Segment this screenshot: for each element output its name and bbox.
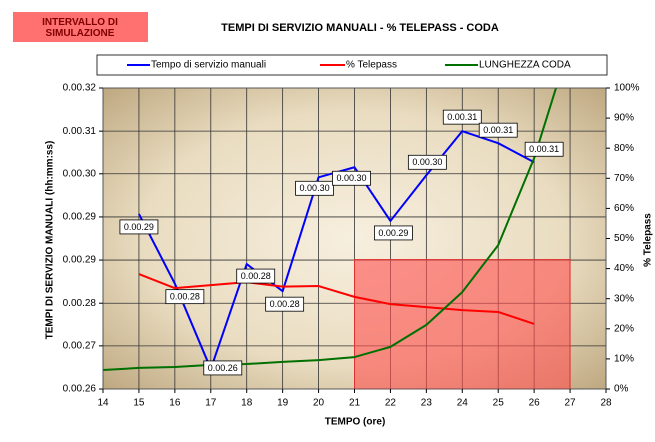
data-label-box [478, 122, 518, 138]
x-tick-label: 25 [493, 398, 505, 409]
data-label: 0.00.31 [447, 112, 477, 122]
legend-label: LUNGHEZZA CODA [479, 60, 571, 71]
data-label: 0.00.31 [529, 144, 559, 154]
data-label-box [374, 225, 413, 241]
shaded-region [354, 259, 571, 390]
chart-title: TEMPI DI SERVIZIO MANUALI - % TELEPASS -… [221, 22, 499, 34]
series-line [138, 273, 535, 325]
y2-tick-label: 20% [614, 323, 634, 334]
data-label: 0.00.30 [412, 157, 442, 167]
y2-tick-label: 50% [614, 233, 634, 244]
data-label: 0.00.29 [124, 222, 154, 232]
y-tick-label: 0.00.31 [63, 126, 97, 137]
y-tick-label: 0.00.30 [63, 168, 97, 179]
y2-tick-label: 90% [614, 113, 634, 124]
annotation-box [13, 12, 148, 42]
x-tick-label: 16 [169, 398, 181, 409]
y2-tick-label: 40% [614, 263, 634, 274]
y-tick-label: 0.00.27 [63, 340, 97, 351]
data-label: 0.00.30 [336, 173, 366, 183]
y-tick-label: 0.00.29 [63, 255, 97, 266]
x-tick-label: 22 [385, 398, 397, 409]
data-label: 0.00.31 [483, 125, 513, 135]
x-tick-label: 17 [205, 398, 217, 409]
y2-axis-title: % Telepass [643, 213, 654, 267]
x-tick-label: 15 [133, 398, 145, 409]
x-axis-title: TEMPO (ore) [325, 417, 386, 428]
x-tick-label: 19 [277, 398, 289, 409]
data-label: 0.00.29 [378, 228, 408, 238]
legend-label: % Telepass [346, 60, 397, 71]
x-tick-label: 21 [349, 398, 361, 409]
data-label-box [407, 154, 447, 170]
y-tick-label: 0.00.26 [63, 384, 97, 395]
x-tick-label: 23 [421, 398, 433, 409]
y-tick-label: 0.00.32 [63, 83, 97, 94]
x-tick-label: 24 [457, 398, 469, 409]
y2-tick-label: 10% [614, 354, 634, 365]
annotation: INTERVALLO DI SIMULAZIONE [42, 17, 118, 39]
y2-tick-label: 0% [614, 384, 629, 395]
x-tick-label: 18 [241, 398, 253, 409]
x-tick-label: 14 [97, 398, 109, 409]
x-tick-label: 27 [565, 398, 577, 409]
y-tick-label: 0.00.29 [63, 212, 97, 223]
y2-tick-label: 60% [614, 203, 634, 214]
y2-tick-label: 30% [614, 293, 634, 304]
data-label: 0.00.28 [170, 292, 200, 302]
legend-label: Tempo di servizio manuali [151, 60, 266, 71]
data-label: 0.00.26 [208, 363, 238, 373]
data-label: 0.00.30 [300, 183, 330, 193]
data-label: 0.00.28 [241, 271, 271, 281]
y-tick-label: 0.00.28 [63, 298, 97, 309]
x-tick-label: 20 [313, 398, 325, 409]
x-tick-label: 26 [529, 398, 541, 409]
x-tick-label: 28 [600, 398, 612, 409]
series-line [103, 88, 558, 372]
data-label-box [524, 141, 564, 157]
y2-tick-label: 70% [614, 173, 634, 184]
data-label-box [203, 360, 243, 376]
data-label-box [265, 296, 305, 312]
legend [96, 54, 608, 76]
y2-tick-label: 100% [614, 83, 640, 94]
data-label-box [442, 109, 482, 125]
data-label-box [295, 180, 334, 196]
data-label: 0.00.28 [270, 299, 300, 309]
y-axis-title: TEMPI DI SERVIZIO MANUALI (hh:mm:ss) [45, 141, 56, 340]
data-label-box [119, 219, 159, 235]
data-label-box [165, 289, 205, 305]
data-label-box [332, 170, 371, 186]
data-label-box [236, 268, 276, 284]
y2-tick-label: 80% [614, 143, 634, 154]
